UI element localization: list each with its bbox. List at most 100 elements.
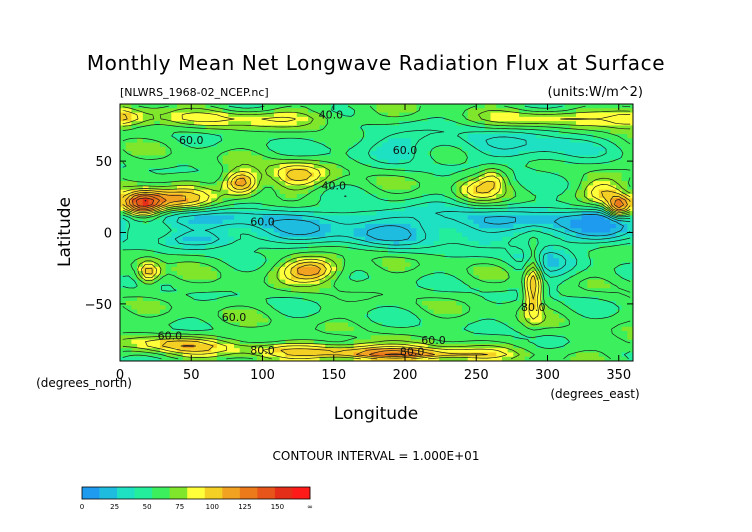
heatmap-cell: [365, 283, 372, 289]
heatmap-cell: [405, 271, 412, 276]
heatmap-cell: [234, 215, 241, 221]
heatmap-cell: [387, 172, 394, 178]
heatmap-cell: [348, 318, 355, 323]
heatmap-cell: [330, 146, 337, 152]
heatmap-cell: [490, 236, 497, 242]
heatmap-cell: [462, 206, 469, 212]
heatmap-cell: [182, 305, 189, 310]
heatmap-cell: [239, 266, 246, 272]
heatmap-cell: [296, 335, 303, 340]
heatmap-cell: [519, 193, 526, 199]
heatmap-cell: [490, 228, 497, 233]
heatmap-cell: [507, 112, 514, 118]
heatmap-cell: [342, 322, 349, 328]
heatmap-cell: [604, 241, 611, 246]
heatmap-cell: [120, 116, 127, 122]
heatmap-cell: [501, 262, 508, 268]
heatmap-cell: [450, 112, 457, 118]
heatmap-cell: [576, 142, 583, 148]
heatmap-cell: [336, 331, 343, 336]
heatmap-cell: [319, 146, 326, 152]
heatmap-cell: [216, 215, 223, 221]
heatmap-cell: [598, 116, 605, 122]
heatmap-cell: [587, 228, 594, 233]
heatmap-cell: [279, 283, 286, 289]
heatmap-cell: [621, 301, 628, 306]
heatmap-cell: [627, 211, 634, 216]
heatmap-cell: [273, 331, 280, 336]
heatmap-cell: [325, 253, 332, 259]
heatmap-cell: [524, 228, 531, 233]
heatmap-cell: [444, 112, 451, 118]
heatmap-cell: [615, 313, 622, 319]
heatmap-cell: [564, 142, 571, 148]
heatmap-cell: [513, 189, 520, 195]
heatmap-cell: [205, 305, 212, 310]
heatmap-cell: [319, 318, 326, 323]
heatmap-cell: [564, 322, 571, 328]
heatmap-cell: [148, 172, 155, 178]
heatmap-cell: [405, 181, 412, 186]
heatmap-cell: [444, 283, 451, 289]
heatmap-cell: [564, 125, 571, 131]
heatmap-cell: [473, 279, 480, 285]
heatmap-cell: [302, 189, 309, 195]
heatmap-cell: [393, 155, 400, 161]
heatmap-cell: [313, 219, 320, 225]
heatmap-cell: [479, 232, 486, 238]
heatmap-cell: [496, 275, 503, 281]
heatmap-cell: [439, 288, 446, 293]
heatmap-cell: [131, 198, 138, 203]
heatmap-cell: [142, 288, 149, 293]
heatmap-cell: [365, 236, 372, 242]
heatmap-cell: [610, 129, 617, 135]
heatmap-cell: [439, 326, 446, 332]
heatmap-cell: [285, 309, 292, 315]
heatmap-cell: [587, 189, 594, 195]
heatmap-cell: [507, 331, 514, 336]
heatmap-cell: [570, 159, 577, 165]
heatmap-cell: [142, 193, 149, 199]
heatmap-cell: [376, 232, 383, 238]
heatmap-cell: [234, 181, 241, 186]
heatmap-cell: [137, 129, 144, 135]
heatmap-cell: [376, 176, 383, 182]
heatmap-cell: [239, 181, 246, 186]
heatmap-cell: [336, 253, 343, 259]
heatmap-cell: [296, 108, 303, 113]
heatmap-cell: [496, 112, 503, 118]
heatmap-cell: [387, 318, 394, 323]
heatmap-cell: [154, 185, 161, 191]
heatmap-cell: [564, 112, 571, 118]
heatmap-cell: [530, 151, 537, 156]
heatmap-cell: [433, 232, 440, 238]
heatmap-cell: [285, 301, 292, 306]
heatmap-cell: [598, 326, 605, 332]
heatmap-cell: [615, 223, 622, 229]
heatmap-cell: [484, 146, 491, 152]
heatmap-cell: [524, 292, 531, 298]
heatmap-cell: [547, 129, 554, 135]
heatmap-cell: [496, 241, 503, 246]
heatmap-cell: [462, 181, 469, 186]
heatmap-cell: [268, 133, 275, 139]
heatmap-cell: [251, 339, 258, 345]
heatmap-cell: [325, 288, 332, 293]
heatmap-cell: [479, 313, 486, 319]
heatmap-cell: [125, 262, 132, 268]
heatmap-cell: [410, 275, 417, 281]
heatmap-cell: [387, 326, 394, 332]
heatmap-cell: [216, 151, 223, 156]
heatmap-cell: [165, 133, 172, 139]
heatmap-cell: [159, 313, 166, 319]
heatmap-cell: [467, 245, 474, 251]
heatmap-cell: [382, 108, 389, 113]
heatmap-cell: [296, 112, 303, 118]
heatmap-cell: [285, 125, 292, 131]
heatmap-cell: [142, 258, 149, 263]
heatmap-cell: [604, 125, 611, 131]
heatmap-cell: [302, 121, 309, 126]
heatmap-cell: [410, 163, 417, 169]
heatmap-cell: [547, 198, 554, 203]
heatmap-cell: [490, 138, 497, 143]
